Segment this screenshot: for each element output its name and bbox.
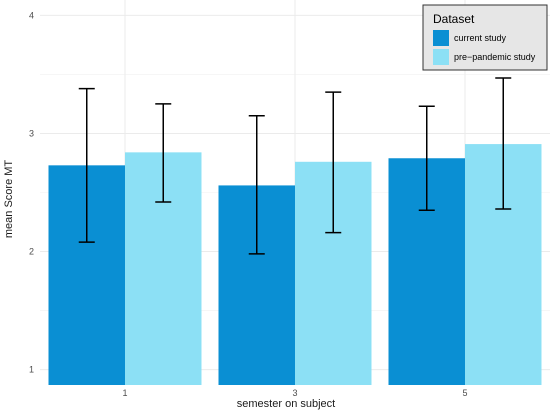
legend-swatch-pre-pandemic-study [433,49,449,65]
legend-swatch-current-study [433,30,449,46]
legend-label-pre-pandemic-study: pre−pandemic study [454,52,536,62]
legend-label-current-study: current study [454,33,507,43]
y-tick-label: 3 [29,128,34,138]
y-axis-ticks: 1 2 3 4 [29,10,34,374]
y-tick-label: 4 [29,10,34,20]
y-tick-label: 2 [29,247,34,257]
error-bars [78,77,512,255]
legend-title: Dataset [433,12,475,26]
x-tick-label: 3 [292,388,297,398]
y-axis-title: mean Score MT [3,160,15,239]
x-axis-ticks: 1 3 5 [122,388,467,398]
x-tick-label: 5 [462,388,467,398]
y-tick-label: 1 [29,365,34,375]
legend: Dataset current study pre−pandemic study [422,4,548,71]
x-axis-title: semester on subject [237,398,335,410]
bars [48,144,542,385]
x-tick-label: 1 [122,388,127,398]
